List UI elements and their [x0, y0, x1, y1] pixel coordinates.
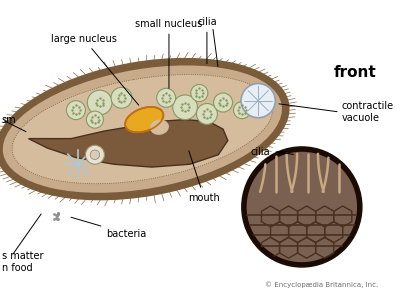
Text: bacteria: bacteria — [71, 217, 146, 238]
Circle shape — [173, 95, 198, 120]
Circle shape — [234, 102, 250, 119]
Text: front: front — [334, 65, 377, 80]
Circle shape — [86, 145, 104, 164]
Polygon shape — [28, 120, 228, 167]
Circle shape — [245, 150, 359, 264]
Text: s matter: s matter — [2, 251, 43, 261]
Circle shape — [241, 146, 362, 268]
Text: contractile
vacuole: contractile vacuole — [342, 101, 394, 123]
Circle shape — [90, 150, 100, 160]
Ellipse shape — [0, 58, 290, 200]
Circle shape — [241, 84, 275, 118]
Text: n food: n food — [2, 263, 32, 273]
Circle shape — [157, 88, 176, 107]
Ellipse shape — [125, 107, 164, 132]
Text: small nucleus: small nucleus — [135, 19, 202, 88]
Circle shape — [87, 90, 112, 115]
Text: cilia: cilia — [197, 16, 217, 64]
Circle shape — [111, 87, 132, 108]
Text: mouth: mouth — [188, 151, 220, 203]
Text: © Encyclopædia Britannica, Inc.: © Encyclopædia Britannica, Inc. — [264, 281, 378, 288]
Ellipse shape — [12, 74, 273, 184]
Circle shape — [66, 100, 86, 120]
Ellipse shape — [150, 120, 169, 135]
Circle shape — [196, 103, 217, 124]
Text: cilia: cilia — [251, 147, 287, 157]
Ellipse shape — [2, 64, 283, 194]
Circle shape — [191, 85, 208, 102]
Text: sm: sm — [2, 115, 16, 124]
Circle shape — [214, 93, 232, 112]
Circle shape — [86, 111, 104, 128]
Text: large nucleus: large nucleus — [50, 34, 139, 105]
